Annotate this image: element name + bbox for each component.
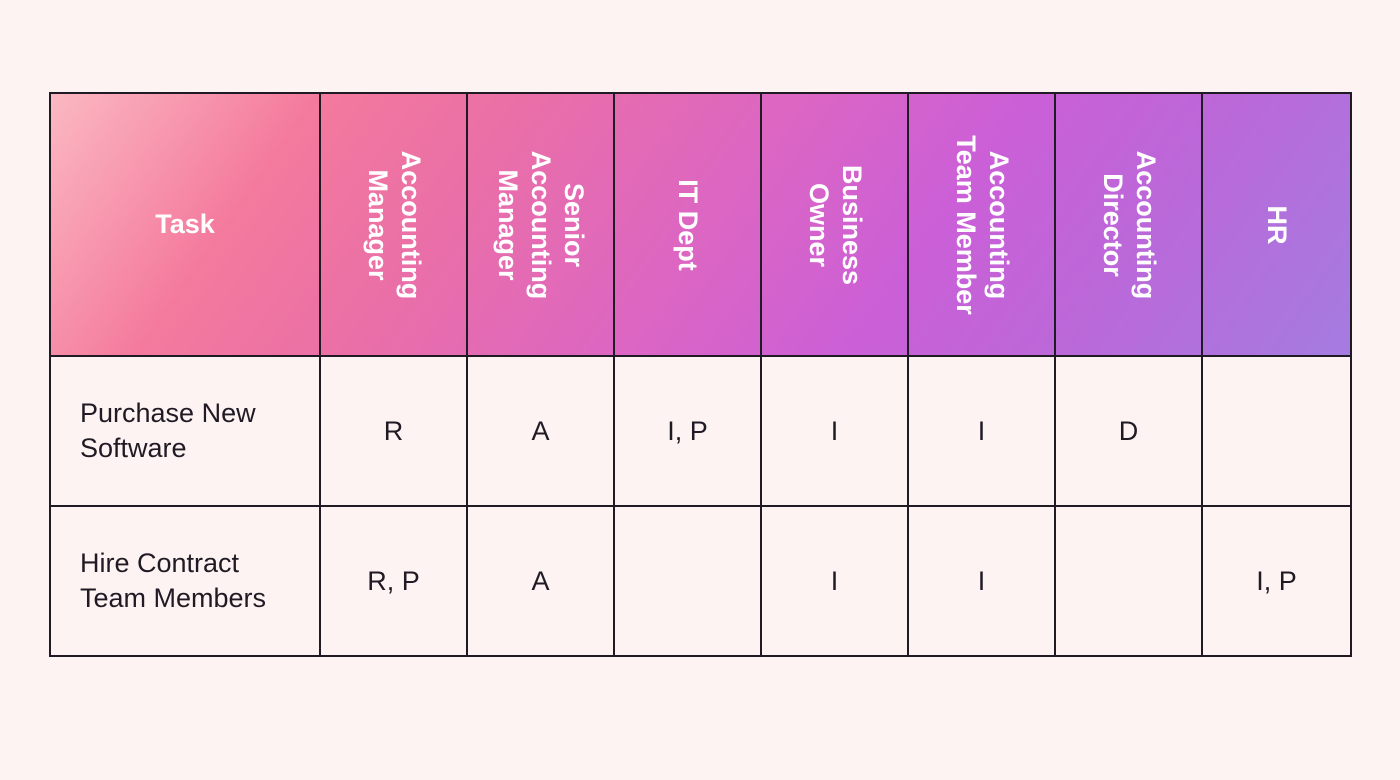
raci-matrix-table: Task Accounting Manager Senior Accountin… xyxy=(49,92,1352,657)
header-hr: HR xyxy=(1201,92,1352,357)
table-row: Hire Contract Team Members R, P A I I I,… xyxy=(49,505,1352,657)
table-cell: I xyxy=(760,505,909,657)
table-cell: I xyxy=(907,355,1056,507)
table-cell: A xyxy=(466,505,615,657)
table-row: Purchase New Software R A I, P I I D xyxy=(49,355,1352,507)
task-cell: Hire Contract Team Members xyxy=(49,505,321,657)
table-cell: A xyxy=(466,355,615,507)
table-cell: I, P xyxy=(1201,505,1352,657)
table-cell xyxy=(613,505,762,657)
header-it-dept: IT Dept xyxy=(613,92,762,357)
table-cell: I, P xyxy=(613,355,762,507)
table-cell: R, P xyxy=(319,505,468,657)
table-cell xyxy=(1201,355,1352,507)
header-senior-accounting-manager: Senior Accounting Manager xyxy=(466,92,615,357)
table-cell: R xyxy=(319,355,468,507)
header-business-owner: Business Owner xyxy=(760,92,909,357)
header-accounting-manager: Accounting Manager xyxy=(319,92,468,357)
header-accounting-director: Accounting Director xyxy=(1054,92,1203,357)
table-cell: I xyxy=(907,505,1056,657)
header-accounting-team-member: Accounting Team Member xyxy=(907,92,1056,357)
table-cell: D xyxy=(1054,355,1203,507)
table-cell: I xyxy=(760,355,909,507)
header-task: Task xyxy=(49,92,321,357)
header-row: Task Accounting Manager Senior Accountin… xyxy=(49,92,1352,357)
task-cell: Purchase New Software xyxy=(49,355,321,507)
table-cell xyxy=(1054,505,1203,657)
